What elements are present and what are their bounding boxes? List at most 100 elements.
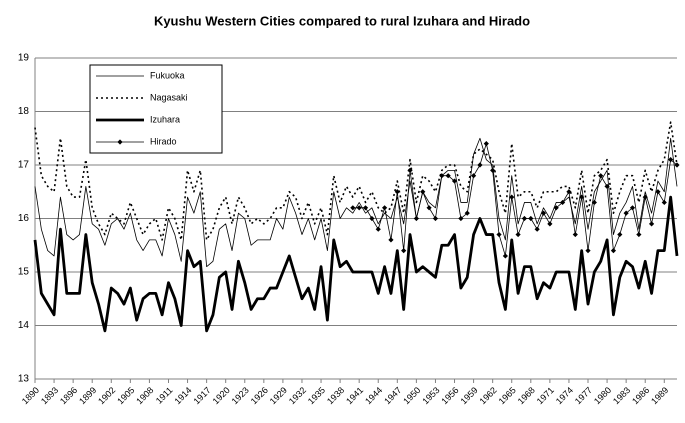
x-tick-label: 1983 — [611, 385, 632, 406]
marker — [515, 231, 521, 238]
marker — [559, 199, 566, 206]
x-tick-label: 1956 — [439, 385, 460, 406]
y-tick-label: 16 — [18, 213, 30, 224]
y-tick-label: 14 — [18, 320, 30, 331]
marker — [553, 205, 559, 211]
marker — [413, 215, 419, 222]
x-tick-label: 1896 — [58, 385, 79, 406]
marker — [483, 141, 489, 147]
x-tick-label: 1977 — [573, 385, 594, 406]
marker — [598, 173, 604, 179]
marker — [362, 205, 369, 211]
marker — [401, 248, 407, 254]
marker — [502, 253, 508, 259]
x-tick-label: 1980 — [592, 385, 613, 406]
marker — [394, 189, 400, 195]
legend: Fukuoka Nagasaki Izuhara Hirado — [89, 64, 223, 154]
marker — [388, 237, 394, 243]
marker — [369, 215, 375, 222]
marker — [509, 194, 515, 200]
marker — [610, 248, 617, 254]
marker — [439, 173, 445, 179]
x-tick-label: 1968 — [516, 385, 537, 406]
x-tick-label: 1950 — [401, 385, 422, 406]
legend-label: Hirado — [150, 136, 177, 146]
x-tick-label: 1920 — [211, 385, 232, 406]
marker — [451, 178, 458, 184]
x-tick-label: 1935 — [306, 385, 327, 406]
marker — [375, 226, 381, 232]
x-tick-label: 1959 — [458, 385, 479, 406]
x-tick-label: 1971 — [535, 385, 556, 406]
x-tick-label: 1944 — [363, 385, 384, 406]
x-tick-label: 1938 — [325, 385, 346, 406]
x-tick-label: 1914 — [172, 385, 193, 406]
marker — [655, 189, 661, 195]
marker — [674, 162, 680, 168]
x-tick-label: 1989 — [649, 385, 670, 406]
x-tick-label: 1986 — [630, 385, 651, 406]
marker — [629, 205, 636, 211]
marker — [420, 189, 426, 195]
marker — [604, 183, 610, 189]
marker — [566, 189, 572, 195]
x-tick-label: 1890 — [20, 385, 41, 406]
x-tick-label: 1932 — [287, 385, 308, 406]
marker — [648, 221, 655, 227]
marker — [445, 173, 451, 179]
legend-label: Nagasaki — [150, 92, 188, 102]
marker — [636, 231, 642, 238]
x-tick-label: 1947 — [382, 385, 403, 406]
marker — [458, 215, 464, 222]
x-tick-label: 1902 — [96, 385, 117, 406]
x-tick-label: 1908 — [134, 385, 155, 406]
x-tick-label: 1893 — [39, 385, 60, 406]
x-tick-label: 1917 — [191, 385, 212, 406]
marker — [528, 215, 534, 222]
y-tick-label: 15 — [18, 267, 30, 278]
y-tick-label: 13 — [18, 374, 30, 385]
marker — [585, 248, 591, 254]
marker — [470, 173, 477, 179]
marker — [617, 231, 623, 238]
y-tick-label: 18 — [18, 106, 30, 117]
y-tick-label: 19 — [18, 53, 30, 64]
y-tick-label: 17 — [18, 160, 30, 171]
x-tick-label: 1974 — [554, 385, 575, 406]
legend-box — [89, 64, 223, 154]
marker — [350, 205, 356, 211]
x-tick-label: 1905 — [115, 385, 136, 406]
marker — [623, 210, 629, 216]
x-tick-label: 1953 — [420, 385, 441, 406]
marker — [661, 199, 667, 206]
chart-title: Kyushu Western Cities compared to rural … — [154, 13, 530, 28]
marker — [579, 194, 585, 200]
x-tick-label: 1899 — [77, 385, 98, 406]
marker — [591, 199, 597, 206]
marker — [540, 210, 547, 216]
marker — [477, 162, 483, 168]
marker — [382, 205, 388, 211]
x-tick-label: 1911 — [154, 385, 175, 406]
legend-marker — [117, 139, 123, 145]
x-tick-label: 1962 — [478, 385, 499, 406]
marker — [668, 157, 674, 163]
marker — [464, 210, 470, 216]
marker — [547, 221, 553, 227]
series-line — [352, 143, 678, 257]
marker — [496, 231, 502, 238]
marker — [642, 194, 648, 200]
x-tick-label: 1926 — [249, 385, 270, 406]
marker — [490, 167, 496, 173]
series-line — [33, 195, 679, 333]
legend-label: Izuhara — [150, 114, 180, 124]
marker — [572, 231, 578, 238]
x-tick-label: 1923 — [230, 385, 251, 406]
x-tick-label: 1965 — [497, 385, 518, 406]
marker — [521, 215, 528, 222]
legend-label: Fukuoka — [150, 70, 185, 80]
marker — [356, 205, 362, 211]
marker — [534, 226, 540, 232]
marker — [432, 215, 439, 222]
